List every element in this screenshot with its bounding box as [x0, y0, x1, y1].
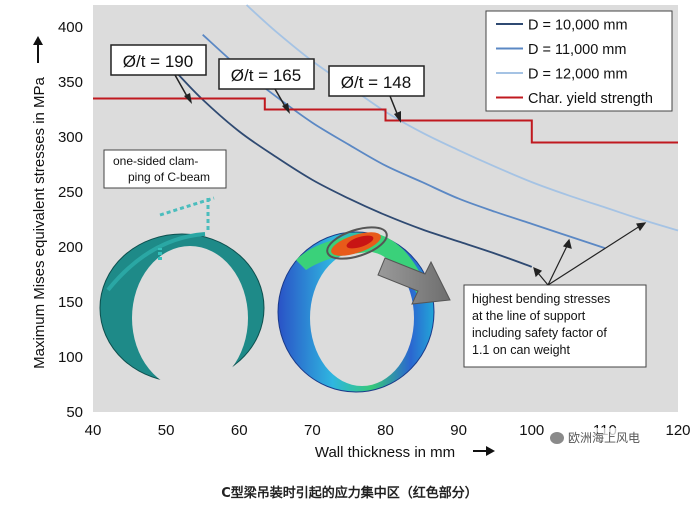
x-tick-label: 40	[85, 422, 102, 439]
y-axis-label: Maximum Mises equivalent stresses in MPa	[31, 76, 48, 368]
annotation-dt190: Ø/t = 190	[110, 44, 207, 104]
annotation-bending-pointers	[533, 222, 647, 286]
x-axis-label: Wall thickness in mm	[315, 444, 455, 461]
annotation-dt148-text: Ø/t = 148	[341, 73, 411, 92]
y-tick-label: 100	[58, 349, 83, 366]
annotation-dt190-text: Ø/t = 190	[123, 52, 193, 71]
x-tick-label: 60	[231, 422, 248, 439]
clamped-can-model-image	[99, 196, 265, 390]
hotspot-arrow-icon	[377, 257, 451, 305]
wechat-icon	[550, 431, 564, 444]
x-axis-arrow	[473, 446, 495, 456]
x-tick-label: 70	[304, 422, 321, 439]
x-axis-ticks: 405060708090100110120	[85, 422, 691, 439]
annotation-bending-line3: including safety factor of	[472, 326, 607, 340]
x-tick-label: 90	[450, 422, 467, 439]
watermark-text: 欧洲海上风电	[568, 431, 641, 445]
y-axis-arrow	[33, 36, 43, 63]
series-line-4	[93, 97, 678, 144]
legend-label: D = 10,000 mm	[528, 18, 628, 34]
annotation-clamping-line2: ping of C-beam	[128, 170, 210, 184]
annotation-dt148: Ø/t = 148	[328, 65, 425, 123]
annotation-bending-line4: 1.1 on can weight	[472, 343, 571, 357]
watermark: 欧洲海上风电	[546, 428, 645, 447]
legend-box	[485, 10, 673, 112]
x-tick-label: 50	[158, 422, 175, 439]
annotation-clamping: one-sided clam- ping of C-beam	[103, 149, 227, 189]
stress-hotspot-circle	[326, 226, 388, 260]
y-tick-label: 50	[66, 404, 83, 421]
annotation-dt165: Ø/t = 165	[218, 58, 315, 114]
legend: D = 10,000 mm D = 11,000 mm D = 12,000 mm C…	[485, 10, 673, 112]
series-line-2	[202, 34, 606, 249]
y-tick-label: 300	[58, 129, 83, 146]
annotation-bending-line2: at the line of support	[472, 309, 586, 323]
y-axis-ticks: 50 100 150 200 250 300 350 400	[58, 19, 83, 421]
legend-label: D = 11,000 mm	[528, 42, 626, 58]
annotation-clamping-line1: one-sided clam-	[113, 154, 198, 168]
y-tick-label: 250	[58, 184, 83, 201]
x-tick-label: 120	[665, 422, 690, 439]
series-line-1	[176, 72, 533, 268]
y-tick-label: 350	[58, 74, 83, 91]
x-tick-label: 100	[519, 422, 544, 439]
y-tick-label: 150	[58, 294, 83, 311]
legend-label: D = 12,000 mm	[528, 67, 628, 83]
annotation-dt165-text: Ø/t = 165	[231, 66, 301, 85]
y-tick-label: 400	[58, 19, 83, 36]
annotation-bending-line1: highest bending stresses	[472, 292, 610, 306]
x-tick-label: 80	[377, 422, 394, 439]
figure-caption: C型梁吊装时引起的应力集中区（红色部分）	[221, 486, 478, 501]
y-tick-label: 200	[58, 239, 83, 256]
annotation-bending: highest bending stresses at the line of …	[463, 222, 647, 368]
legend-label: Char. yield strength	[528, 91, 653, 107]
